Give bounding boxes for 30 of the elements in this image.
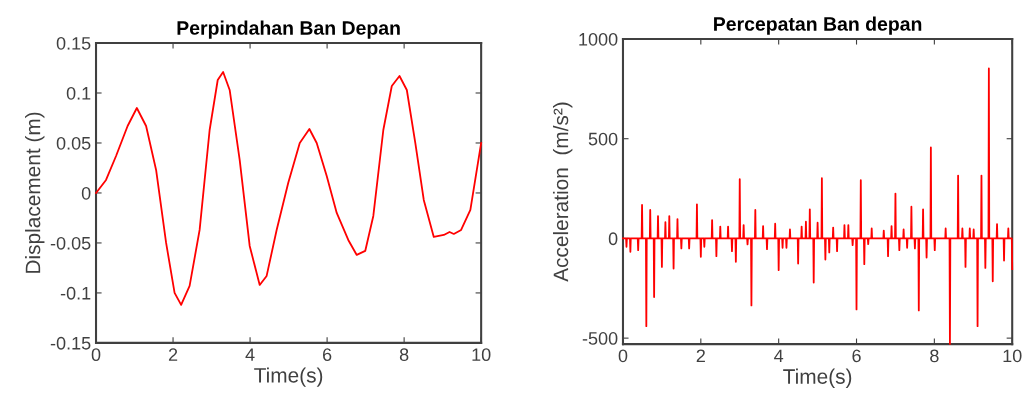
x-tick-label: 6 xyxy=(852,349,861,363)
y-tick-label: 0 xyxy=(81,186,91,200)
x-tick-label: 0 xyxy=(91,348,101,362)
y-tick-label: 1000 xyxy=(579,32,618,46)
y-tick-label: 0.15 xyxy=(56,36,91,50)
y-tick-label: 500 xyxy=(588,132,618,146)
x-axis-title: Time(s) xyxy=(783,368,852,388)
x-tick-label: 10 xyxy=(472,348,491,362)
x-tick-label: 2 xyxy=(696,349,705,363)
x-tick-label: 8 xyxy=(399,348,409,362)
chart-title: Percepatan Ban depan xyxy=(714,16,922,35)
y-tick-label: -0.1 xyxy=(60,286,91,300)
y-tick-label: -0.15 xyxy=(50,336,91,350)
y-axis-title: Displacement (m) xyxy=(25,112,45,273)
y-tick-label: -0.05 xyxy=(50,236,91,250)
y-tick-label: 0 xyxy=(608,232,618,246)
x-tick-label: 10 xyxy=(1003,349,1022,363)
x-axis-title: Time(s) xyxy=(254,367,323,387)
chart-title: Perpindahan Ban Depan xyxy=(177,20,400,39)
line-series xyxy=(95,71,483,306)
x-tick-label: 4 xyxy=(774,349,784,363)
y-tick-label: 0.1 xyxy=(66,86,91,100)
x-tick-label: 4 xyxy=(245,348,255,361)
x-tick-label: 8 xyxy=(930,349,939,363)
x-tick-label: 2 xyxy=(168,348,178,361)
y-axis-title: Acceleration (m/s²) xyxy=(552,102,573,282)
x-tick-label: 0 xyxy=(618,349,628,363)
y-tick-label: 0.05 xyxy=(56,136,91,150)
x-tick-label: 6 xyxy=(323,348,332,362)
y-tick-label: -500 xyxy=(582,332,618,345)
